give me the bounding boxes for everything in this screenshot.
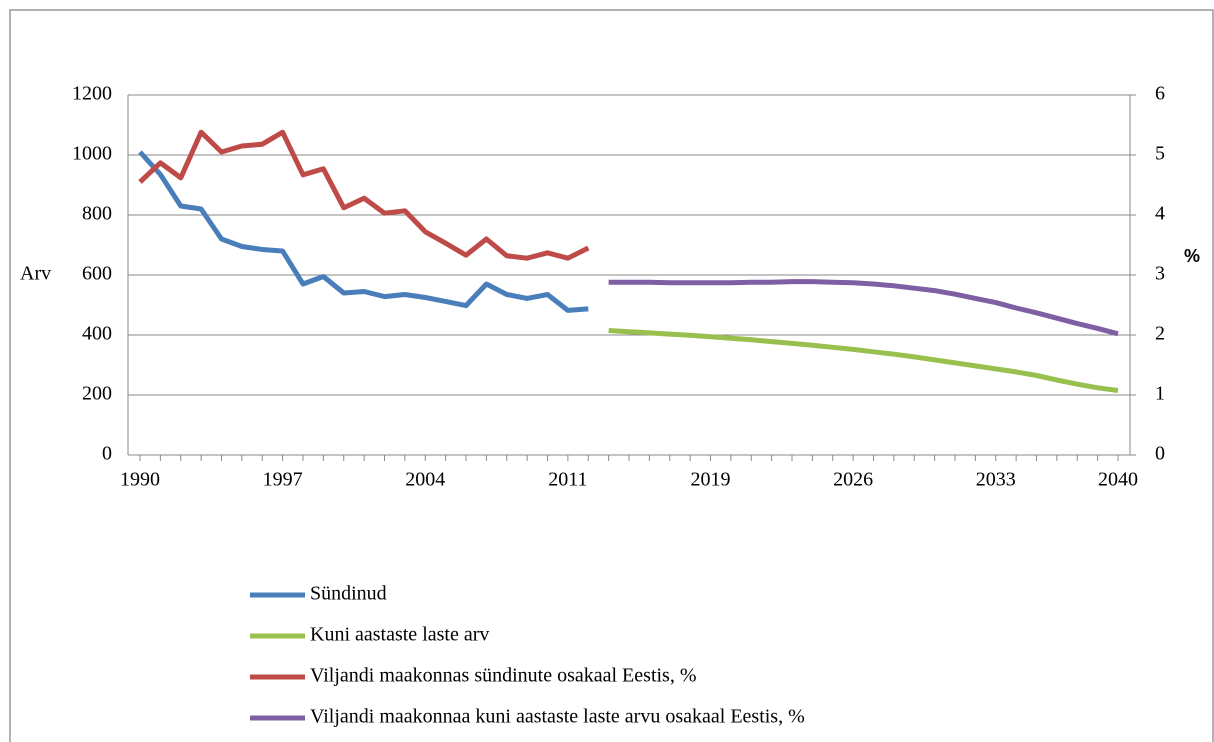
x-tick-label: 2040 bbox=[1098, 469, 1138, 491]
series-line bbox=[608, 328, 1119, 393]
y2-tick-label: 6 bbox=[1155, 83, 1165, 105]
series-line bbox=[138, 150, 589, 313]
x-tick-label: 2011 bbox=[548, 469, 587, 491]
y-tick-label: 1000 bbox=[72, 143, 112, 165]
y2-tick-label: 0 bbox=[1155, 443, 1165, 465]
y2-tick-label: 5 bbox=[1155, 143, 1165, 165]
y2-tick-label: 1 bbox=[1155, 383, 1165, 405]
series-line bbox=[138, 129, 590, 261]
y-tick-label: 0 bbox=[102, 443, 112, 465]
series-line bbox=[608, 279, 1119, 337]
x-tick-label: 2026 bbox=[833, 469, 873, 491]
y2-axis-label: % bbox=[1184, 246, 1200, 266]
legend-label: Kuni aastaste laste arv bbox=[310, 624, 489, 646]
legend-label: Viljandi maakonnaa kuni aastaste laste a… bbox=[310, 706, 805, 728]
frame bbox=[9, 9, 1214, 742]
legend-label: Viljandi maakonnas sündinute osakaal Ees… bbox=[310, 665, 697, 687]
x-tick-label: 1990 bbox=[120, 469, 160, 491]
x-tick-label: 1997 bbox=[263, 469, 303, 491]
y-tick-label: 400 bbox=[82, 323, 112, 345]
y-axis-label: Arv bbox=[20, 263, 51, 285]
legend-label: Sündinud bbox=[310, 583, 387, 605]
x-tick-label: 2004 bbox=[405, 469, 445, 491]
y-tick-label: 1200 bbox=[72, 83, 112, 105]
x-tick-label: 2019 bbox=[691, 469, 731, 491]
x-tick-label: 2033 bbox=[976, 469, 1016, 491]
y2-tick-label: 2 bbox=[1155, 323, 1165, 345]
y-tick-label: 600 bbox=[82, 263, 112, 285]
y2-tick-label: 3 bbox=[1155, 263, 1165, 285]
y-tick-label: 800 bbox=[82, 203, 112, 225]
y-tick-label: 200 bbox=[82, 383, 112, 405]
y2-tick-label: 4 bbox=[1155, 203, 1165, 225]
